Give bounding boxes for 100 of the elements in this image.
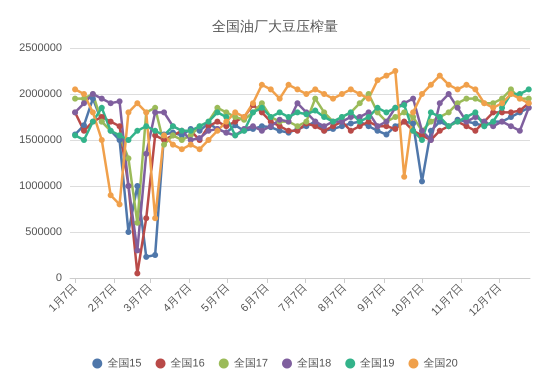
point: [125, 109, 132, 116]
point: [98, 96, 105, 102]
point: [152, 109, 158, 116]
point: [436, 72, 443, 79]
point: [410, 120, 416, 126]
point: [152, 215, 158, 222]
x-tick-label: 8月7日: [316, 282, 349, 314]
point: [108, 192, 114, 198]
point: [446, 91, 452, 97]
point: [418, 178, 425, 184]
point: [490, 104, 496, 111]
point: [454, 86, 461, 92]
point: [410, 96, 416, 102]
point: [116, 123, 123, 130]
point: [321, 123, 328, 130]
point: [125, 137, 132, 143]
point: [108, 118, 114, 125]
x-tick-label: 6月7日: [238, 282, 272, 314]
point: [436, 128, 443, 134]
point: [321, 91, 328, 97]
legend-label: 全国18: [297, 358, 332, 370]
point: [294, 100, 300, 106]
point: [258, 104, 265, 111]
x-tick-label: 3月7日: [122, 282, 154, 314]
x-tick-label: 2月7日: [86, 282, 119, 314]
point: [348, 120, 354, 126]
point: [463, 82, 470, 88]
x-tick-label: 10月7日: [389, 282, 426, 319]
point: [374, 77, 381, 84]
point: [428, 82, 434, 88]
point: [206, 128, 212, 134]
point: [116, 201, 123, 208]
point: [178, 146, 185, 152]
point: [178, 137, 185, 143]
point: [472, 96, 478, 102]
x-tick-label: 4月7日: [161, 282, 194, 314]
point: [383, 109, 390, 116]
point: [276, 109, 283, 116]
y-tick-label: 2500000: [19, 42, 62, 54]
point: [401, 174, 408, 180]
point: [312, 86, 318, 92]
point: [383, 72, 390, 79]
point: [196, 146, 203, 152]
point: [463, 96, 470, 102]
point: [356, 100, 363, 106]
point: [170, 142, 176, 148]
x-tick-label: 9月7日: [355, 282, 388, 314]
point: [134, 183, 140, 189]
point: [276, 96, 283, 102]
point: [214, 118, 220, 125]
point: [410, 109, 416, 116]
point: [161, 109, 168, 116]
point: [286, 82, 292, 88]
point: [258, 82, 265, 88]
point: [428, 109, 434, 116]
point: [428, 118, 434, 125]
point: [294, 86, 300, 92]
point: [125, 229, 132, 235]
y-tick-label: 2000000: [19, 88, 62, 100]
point: [303, 91, 310, 97]
point: [294, 109, 300, 116]
point: [401, 109, 408, 116]
point: [152, 252, 158, 258]
point: [499, 100, 506, 106]
point: [134, 100, 140, 106]
point: [143, 150, 150, 157]
point: [374, 104, 381, 111]
legend-label: 全国20: [423, 358, 458, 370]
point: [80, 137, 87, 143]
legend-label: 全国19: [360, 358, 394, 370]
point: [428, 128, 434, 134]
point: [392, 68, 398, 74]
chart-title: 全国油厂大豆压榨量: [212, 18, 338, 34]
point: [312, 108, 318, 114]
point: [472, 86, 478, 92]
point: [348, 128, 354, 134]
point: [508, 109, 514, 116]
point: [72, 96, 78, 102]
point: [206, 137, 212, 143]
point: [116, 98, 123, 104]
point: [286, 114, 292, 120]
legend-label: 全国15: [107, 358, 142, 370]
x-tick-label: 7月7日: [276, 282, 310, 314]
point: [80, 128, 87, 134]
point: [143, 215, 150, 222]
point: [356, 91, 363, 97]
point: [392, 114, 398, 120]
point: [436, 100, 443, 106]
point: [526, 86, 532, 92]
point: [472, 120, 478, 126]
point: [348, 86, 354, 92]
point: [312, 96, 318, 102]
legend-label: 全国17: [234, 358, 268, 370]
y-tick-label: 1500000: [19, 134, 62, 146]
point: [125, 155, 132, 162]
point: [446, 109, 452, 116]
point: [268, 86, 274, 92]
point: [98, 137, 105, 143]
point: [294, 123, 300, 130]
point: [134, 128, 140, 134]
